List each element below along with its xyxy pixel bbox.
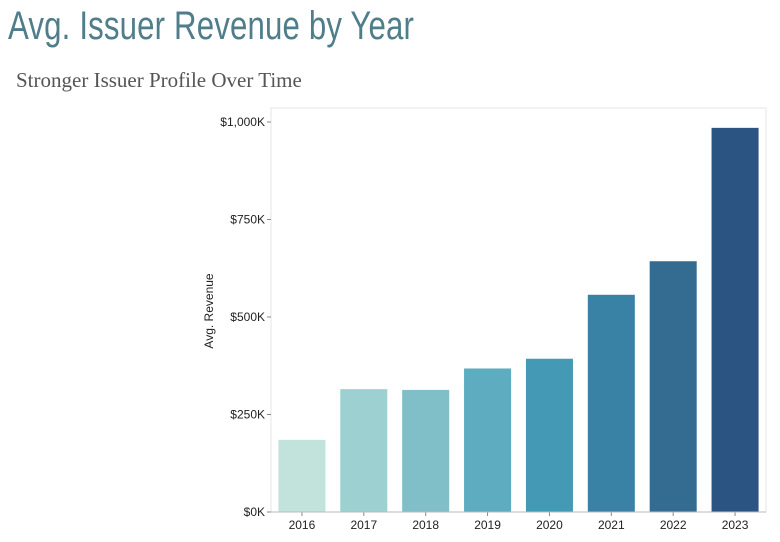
- y-tick-label: $500K: [230, 310, 265, 324]
- y-tick-label: $250K: [230, 408, 265, 422]
- bar-2018[interactable]: [402, 389, 450, 512]
- x-tick-label: 2021: [598, 518, 625, 532]
- bar-2022[interactable]: [649, 261, 697, 512]
- x-tick-label: 2018: [412, 518, 439, 532]
- x-tick-label: 2017: [350, 518, 377, 532]
- y-axis-title: Avg. Revenue: [202, 273, 216, 348]
- x-tick-label: 2019: [474, 518, 501, 532]
- bar-2023[interactable]: [711, 127, 759, 512]
- x-tick-label: 2020: [536, 518, 563, 532]
- bar-2017[interactable]: [340, 389, 388, 512]
- bar-2021[interactable]: [587, 294, 635, 512]
- bar-2019[interactable]: [464, 368, 512, 512]
- bar-2020[interactable]: [525, 358, 573, 512]
- y-tick-label: $750K: [230, 213, 265, 227]
- x-tick-label: 2022: [660, 518, 687, 532]
- chart-subtitle: Stronger Issuer Profile Over Time: [16, 68, 302, 92]
- bar-2016[interactable]: [278, 439, 326, 512]
- x-tick-label: 2023: [722, 518, 749, 532]
- y-tick-label: $0K: [244, 505, 265, 519]
- y-tick-label: $1,000K: [220, 115, 265, 129]
- x-tick-label: 2016: [289, 518, 316, 532]
- chart-title: Avg. Issuer Revenue by Year: [8, 4, 415, 48]
